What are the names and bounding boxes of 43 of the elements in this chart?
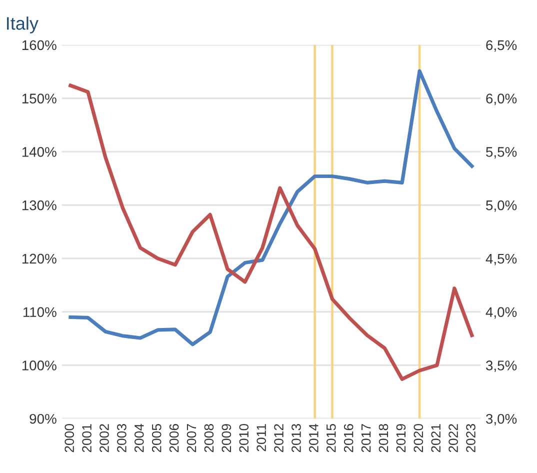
x-tick-label: 2011 bbox=[256, 424, 266, 452]
x-tick-label: 2008 bbox=[204, 424, 214, 452]
x-tick-label: 2014 bbox=[309, 424, 318, 452]
x-tick-label: 2006 bbox=[169, 424, 179, 452]
y-tick-label: 110% bbox=[23, 307, 56, 318]
chart-title: Italy bbox=[7, 16, 38, 34]
y-tick-label: 120% bbox=[22, 254, 56, 264]
y2-tick-label: 6,5% bbox=[486, 40, 517, 52]
y2-tick-label: 5,0% bbox=[486, 200, 517, 212]
x-tick-label: 2000 bbox=[64, 424, 74, 452]
y2-tick-label: 6,0% bbox=[486, 94, 517, 106]
line-series bbox=[68, 69, 474, 346]
x-tick-label: 2023 bbox=[466, 424, 476, 452]
x-tick-label: 2021 bbox=[431, 424, 441, 452]
y-tick-label: 100% bbox=[22, 360, 56, 370]
x-tick-label: 2022 bbox=[448, 424, 458, 452]
y-tick-label: 160% bbox=[22, 40, 56, 50]
y2-tick-label: 5,5% bbox=[486, 147, 517, 159]
x-tick-label: 2019 bbox=[396, 424, 406, 452]
x-tick-label: 2012 bbox=[274, 424, 284, 452]
x-tick-label: 2015 bbox=[326, 424, 336, 452]
x-tick-label: 2005 bbox=[152, 424, 162, 452]
x-tick-label: 2002 bbox=[100, 424, 109, 452]
x-tick-label: 2018 bbox=[378, 424, 388, 452]
y-tick-label: 150% bbox=[22, 94, 56, 104]
y-tick-label: 140% bbox=[22, 147, 56, 157]
x-tick-label: 2003 bbox=[117, 424, 126, 452]
x-tick-label: 2020 bbox=[414, 424, 424, 452]
x-tick-label: 2010 bbox=[239, 424, 249, 452]
y-tick-label: 130% bbox=[22, 200, 56, 210]
x-tick-label: 2017 bbox=[361, 424, 371, 452]
y2-tick-label: 3,0% bbox=[486, 414, 517, 426]
y-tick-label: 90% bbox=[30, 414, 56, 424]
line-series bbox=[68, 84, 474, 381]
y2-tick-label: 4,5% bbox=[486, 254, 517, 266]
x-tick-label: 2009 bbox=[222, 424, 232, 452]
x-tick-label: 2001 bbox=[82, 424, 92, 452]
x-tick-label: 2007 bbox=[186, 424, 196, 452]
y2-tick-label: 4,0% bbox=[486, 307, 517, 319]
y2-tick-label: 3,5% bbox=[486, 360, 517, 372]
x-tick-label: 2016 bbox=[344, 424, 354, 452]
x-tick-label: 2013 bbox=[292, 424, 301, 452]
x-tick-label: 2004 bbox=[134, 424, 144, 452]
